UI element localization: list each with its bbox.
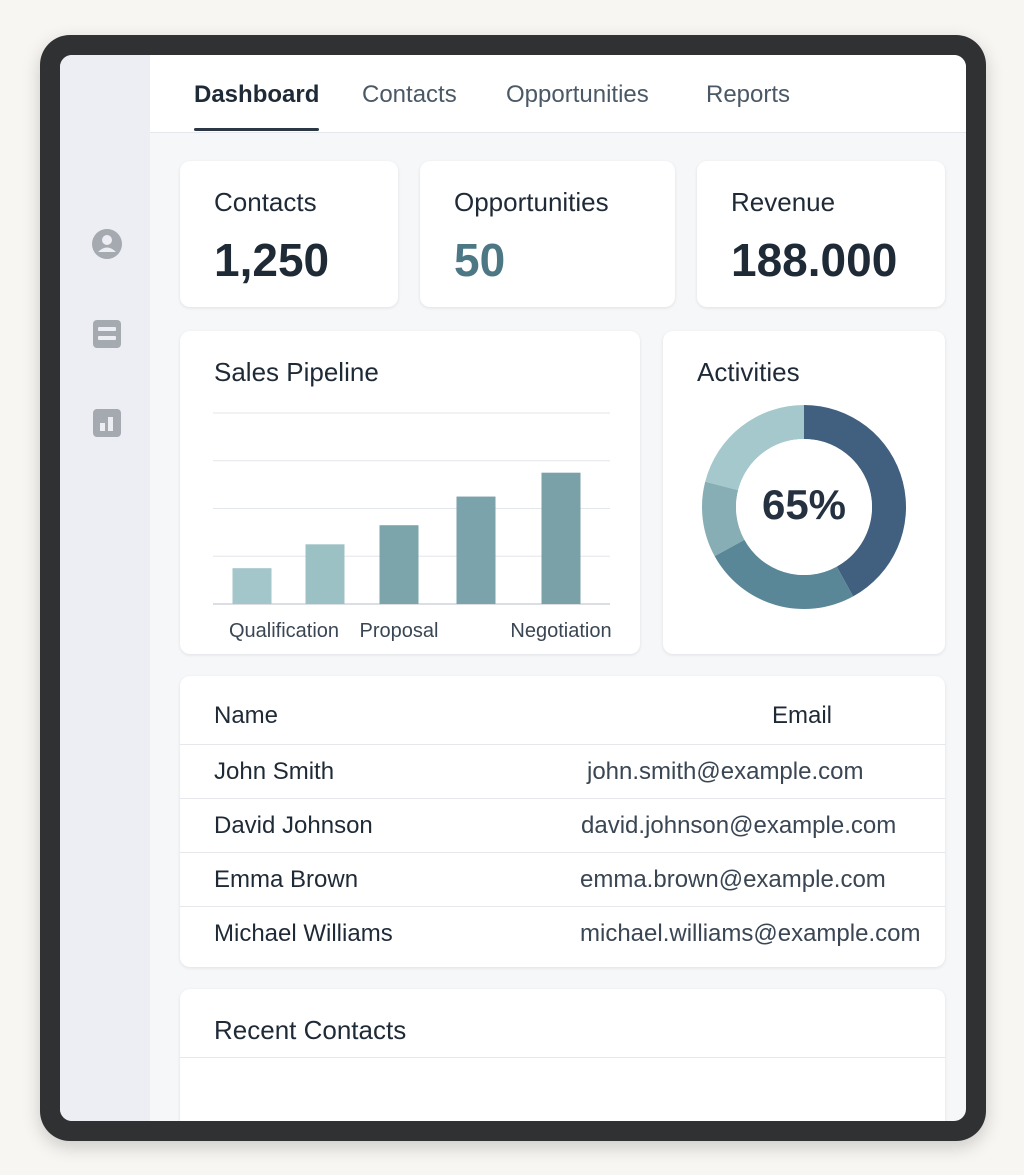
tab-contacts[interactable]: Contacts (362, 81, 457, 108)
chart-title: Sales Pipeline (214, 357, 379, 387)
table-row[interactable]: Emma Brown emma.brown@example.com (180, 852, 945, 907)
stat-value: 188.000 (731, 234, 898, 286)
donut-slice[interactable] (702, 481, 745, 557)
x-tick-label: Negotiation (510, 620, 611, 642)
x-tick-label: Qualification (229, 620, 339, 642)
stat-label: Revenue (731, 187, 836, 217)
column-header-email[interactable]: Email (772, 702, 833, 729)
donut-hole (736, 439, 872, 575)
donut-percent-label: 65% (761, 481, 847, 528)
donut-slice[interactable] (705, 405, 804, 491)
tab-opportunities[interactable]: Opportunities (506, 81, 649, 108)
table-row[interactable]: John Smith john.smith@example.com (180, 744, 945, 799)
contact-email[interactable]: john.smith@example.com (587, 758, 864, 785)
contacts-table: Name Email John Smith john.smith@example… (180, 676, 945, 967)
tab-dashboard[interactable]: Dashboard (194, 81, 320, 108)
stat-card-opportunities[interactable]: Opportunities 50 (420, 161, 675, 307)
bar[interactable] (541, 472, 581, 604)
activities-donut-chart (702, 405, 906, 609)
activities-card: Activities 65% (663, 331, 945, 654)
bar[interactable] (305, 544, 345, 604)
active-tab-indicator (194, 128, 319, 131)
recent-contacts-card: Recent Contacts (180, 989, 945, 1121)
user-circle-icon[interactable] (92, 229, 122, 259)
device-frame: Dashboard Contacts Opportunities Reports… (40, 35, 986, 1141)
sidebar (60, 55, 150, 1121)
app-screen: Dashboard Contacts Opportunities Reports… (60, 55, 966, 1121)
section-title: Recent Contacts (214, 1015, 407, 1045)
bar-chart-icon[interactable] (92, 408, 122, 438)
x-tick-label: Proposal (360, 620, 439, 642)
table-row[interactable]: Michael Williams michael.williams@exampl… (180, 906, 945, 961)
section-divider (180, 1057, 945, 1058)
bar[interactable] (379, 525, 419, 604)
sales-pipeline-card: Sales Pipeline Qualification Proposal Nego… (180, 331, 640, 654)
list-icon[interactable] (92, 319, 122, 349)
stat-value: 50 (454, 234, 506, 286)
stat-value: 1,250 (214, 234, 330, 286)
stat-label: Contacts (214, 187, 317, 217)
contact-name: David Johnson (214, 812, 373, 839)
stat-card-contacts[interactable]: Contacts 1,250 (180, 161, 398, 307)
main-area: Dashboard Contacts Opportunities Reports… (150, 55, 966, 1121)
stat-label: Opportunities (454, 187, 609, 217)
contact-email[interactable]: emma.brown@example.com (580, 866, 886, 893)
bar[interactable] (232, 568, 272, 604)
stat-card-revenue[interactable]: Revenue 188.000 (697, 161, 945, 307)
contact-name: Michael Williams (214, 920, 393, 947)
contact-email[interactable]: michael.williams@example.com (580, 920, 921, 947)
tab-reports[interactable]: Reports (706, 81, 791, 108)
column-header-name[interactable]: Name (214, 702, 279, 729)
chart-title: Activities (697, 357, 800, 387)
donut-slice[interactable] (714, 539, 854, 609)
top-nav: Dashboard Contacts Opportunities Reports (150, 55, 966, 133)
contact-name: John Smith (214, 758, 335, 785)
contact-email[interactable]: david.johnson@example.com (581, 812, 897, 839)
table-row[interactable]: David Johnson david.johnson@example.com (180, 798, 945, 853)
donut-slice[interactable] (804, 405, 906, 597)
contact-name: Emma Brown (214, 866, 359, 893)
bar[interactable] (456, 496, 496, 604)
sales-pipeline-chart: Qualification Proposal Negotiation (213, 412, 612, 642)
